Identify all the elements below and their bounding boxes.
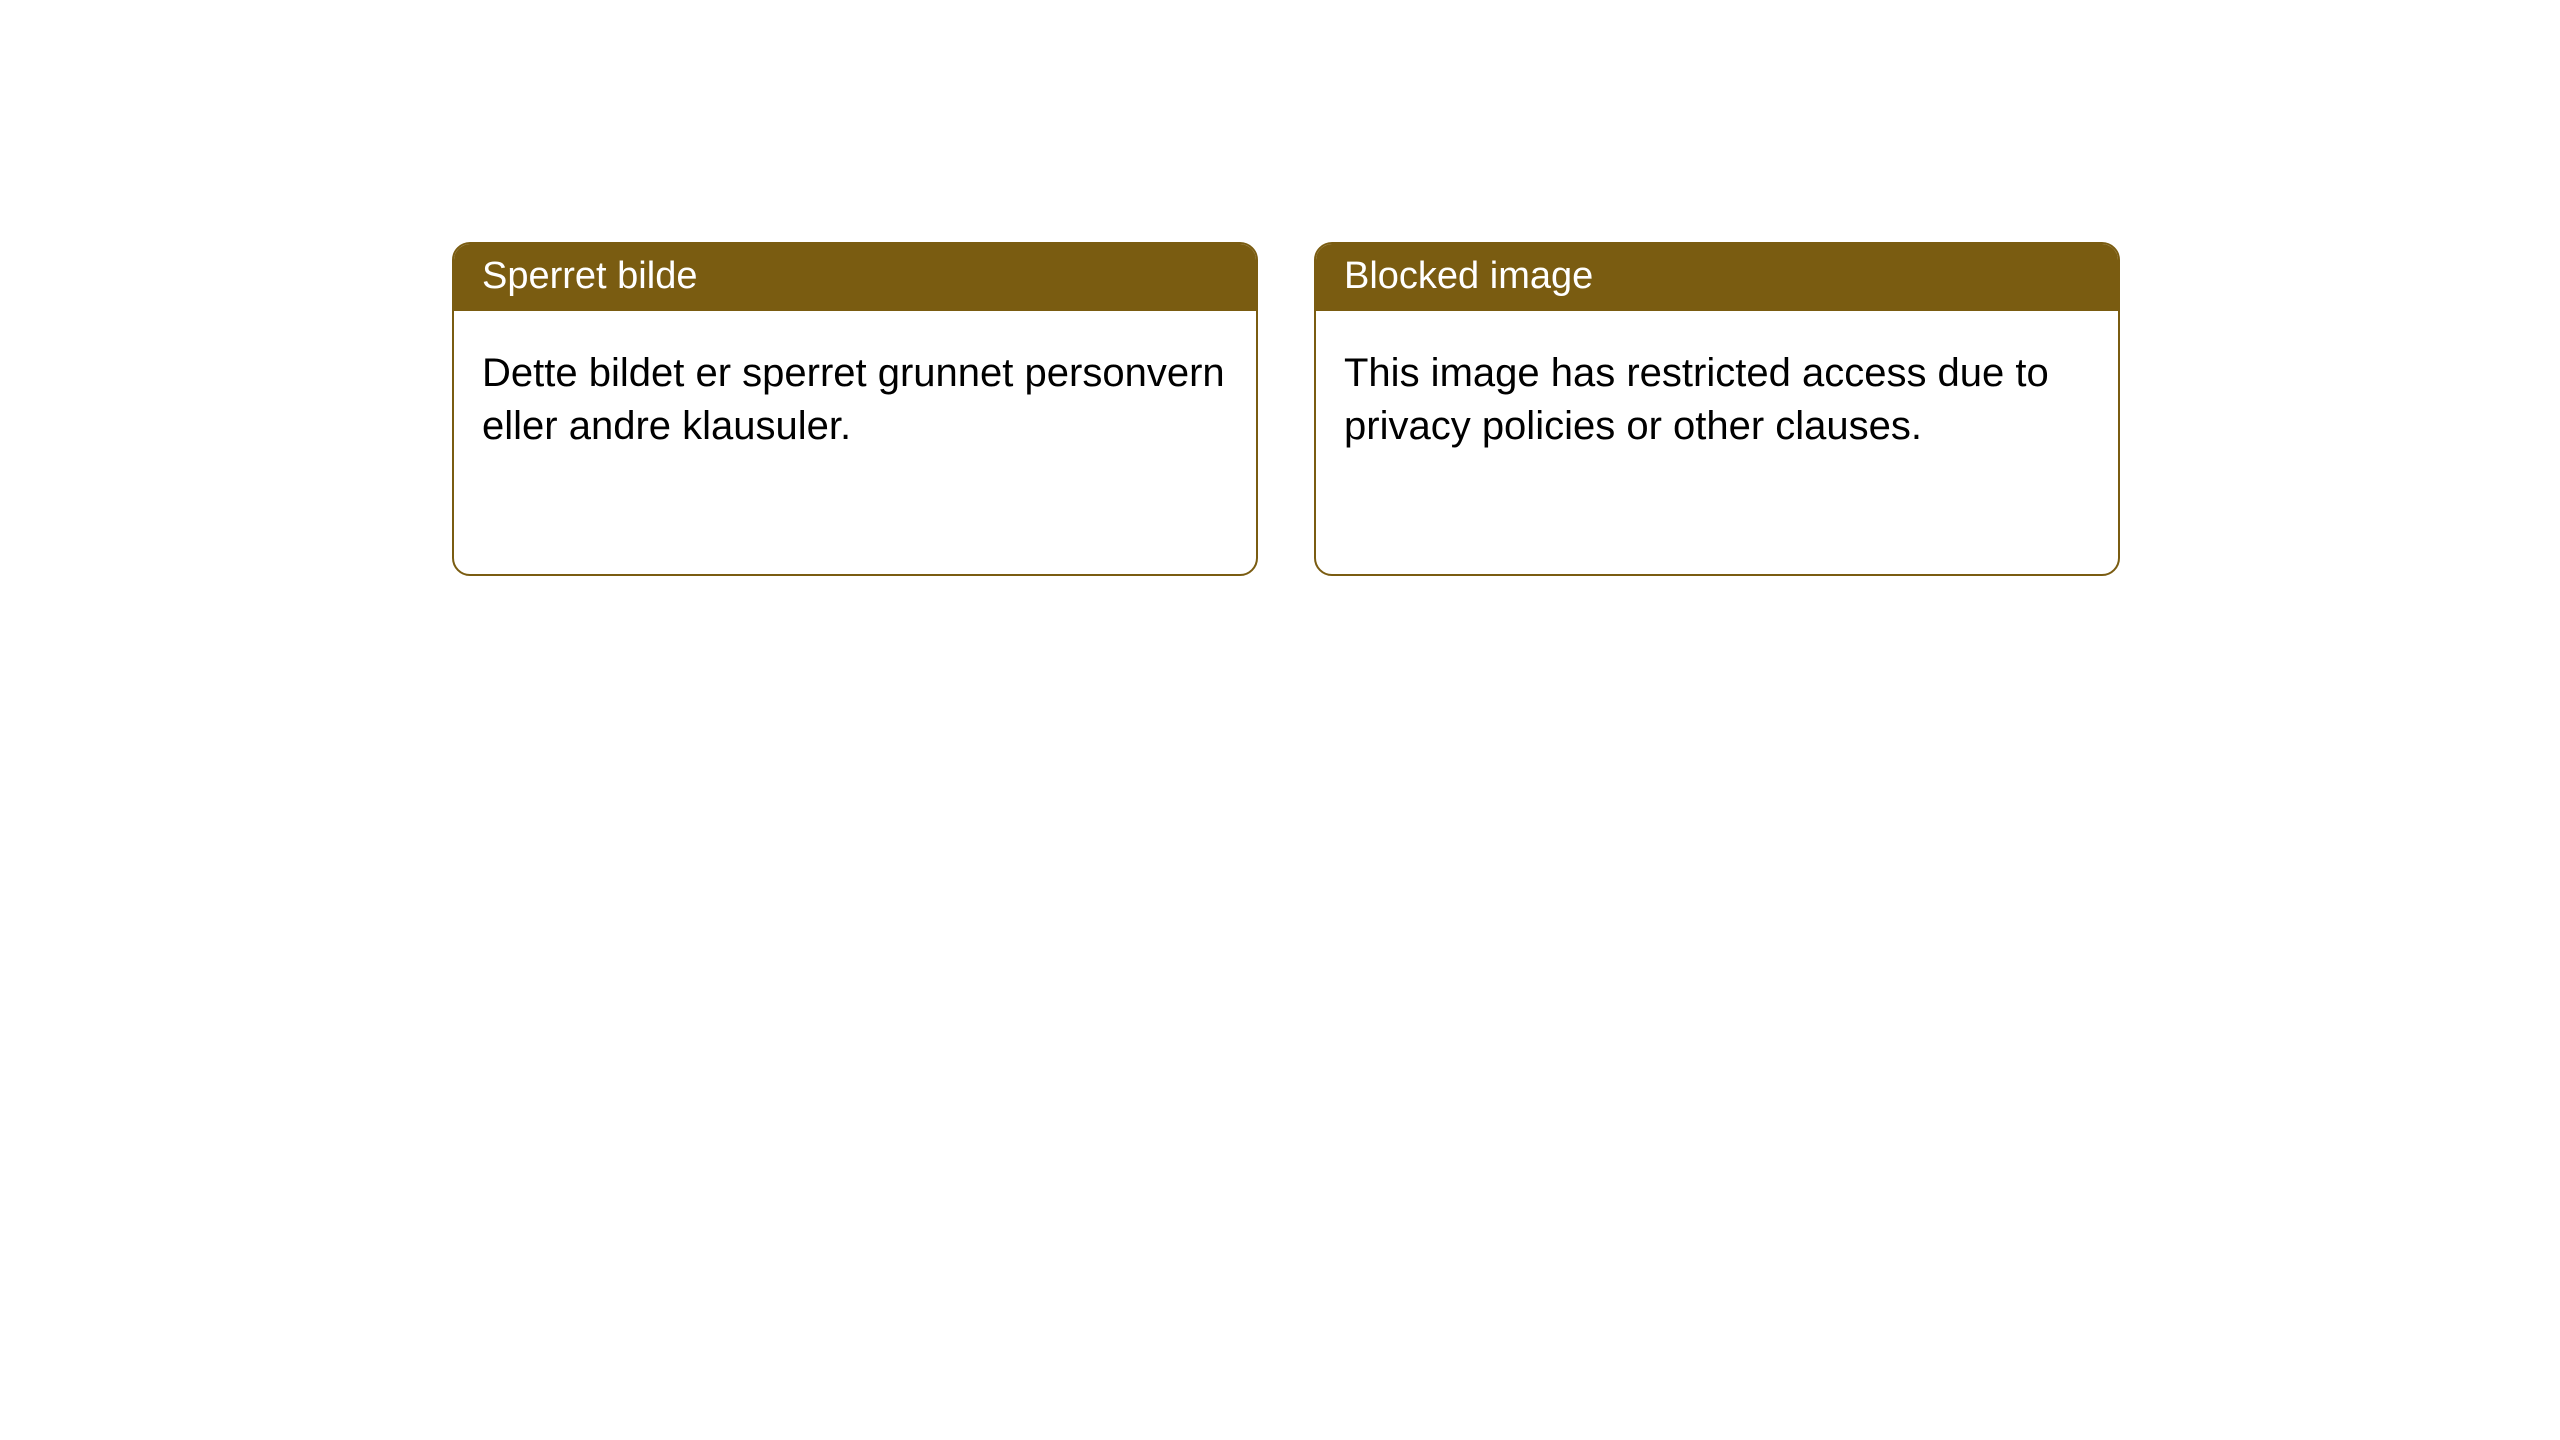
- notice-body: This image has restricted access due to …: [1316, 311, 2118, 481]
- notice-header: Blocked image: [1316, 244, 2118, 311]
- notice-header: Sperret bilde: [454, 244, 1256, 311]
- notice-card-english: Blocked image This image has restricted …: [1314, 242, 2120, 576]
- notice-container: Sperret bilde Dette bildet er sperret gr…: [0, 0, 2560, 576]
- notice-card-norwegian: Sperret bilde Dette bildet er sperret gr…: [452, 242, 1258, 576]
- notice-body: Dette bildet er sperret grunnet personve…: [454, 311, 1256, 481]
